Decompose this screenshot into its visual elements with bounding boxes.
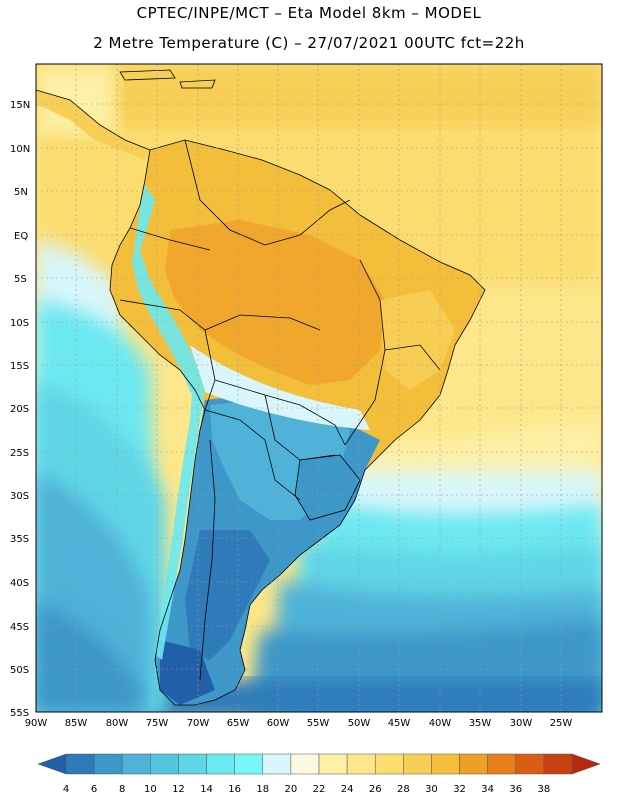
lon-label: 60W — [267, 718, 290, 729]
legend-arrow-low — [37, 753, 67, 775]
legend-tick-label: 32 — [453, 784, 466, 795]
lon-label: 50W — [348, 718, 371, 729]
legend-tick-label: 4 — [63, 784, 69, 795]
legend-tick-label: 30 — [425, 784, 438, 795]
legend-swatch — [374, 753, 404, 775]
legend-tick-label: 12 — [172, 784, 185, 795]
lat-label: 30S — [10, 491, 29, 502]
legend-swatch — [346, 753, 376, 775]
legend-swatch — [459, 753, 488, 775]
legend-swatch — [318, 753, 348, 775]
legend-tick-label: 22 — [313, 784, 326, 795]
title-line-1: CPTEC/INPE/MCT – Eta Model 8km – MODEL — [136, 4, 482, 22]
legend-tick-label: 14 — [200, 784, 213, 795]
lon-label: 85W — [65, 718, 88, 729]
title-line-2: 2 Metre Temperature (C) – 27/07/2021 00U… — [93, 34, 525, 52]
legend-swatch — [515, 753, 545, 775]
legend-swatch — [234, 753, 264, 775]
legend-swatch — [487, 753, 517, 775]
legend-swatch — [290, 753, 320, 775]
lon-label: 70W — [187, 718, 210, 729]
lat-label: 45S — [10, 622, 29, 633]
country-borders — [36, 69, 486, 706]
lat-label: 15S — [10, 361, 29, 372]
legend-swatch — [121, 753, 151, 775]
color-legend: 4 6 8 10 12 14 16 18 20 22 24 26 28 30 32 34 36 38 — [37, 753, 601, 795]
legend-swatch — [93, 753, 123, 775]
lat-label: 15N — [10, 100, 30, 111]
legend-tick-label: 24 — [341, 784, 354, 795]
lon-label: 75W — [146, 718, 169, 729]
lat-label: 20S — [10, 404, 29, 415]
longitude-labels: 90W 85W 80W 75W 70W 65W 60W 55W 50W 45W … — [25, 718, 573, 729]
lon-label: 45W — [388, 718, 411, 729]
legend-tick-label: 6 — [91, 784, 97, 795]
legend-tick-label: 8 — [119, 784, 125, 795]
legend-tick-label: 16 — [228, 784, 241, 795]
legend-swatch — [65, 753, 95, 775]
legend-swatch — [403, 753, 432, 775]
south-america-landmass — [36, 70, 485, 705]
lon-label: 40W — [429, 718, 452, 729]
lat-label: EQ — [14, 231, 28, 242]
lon-label: 30W — [510, 718, 533, 729]
legend-swatch — [150, 753, 179, 775]
legend-arrow-high — [571, 753, 601, 775]
lat-label: 25S — [10, 448, 29, 459]
legend-tick-label: 10 — [144, 784, 157, 795]
legend-tick-label: 20 — [285, 784, 298, 795]
lat-label: 40S — [10, 578, 29, 589]
lon-label: 35W — [469, 718, 492, 729]
legend-swatch — [262, 753, 292, 775]
lon-label: 80W — [106, 718, 129, 729]
lat-label: 5S — [14, 274, 27, 285]
legend-tick-label: 34 — [481, 784, 494, 795]
lon-label: 65W — [227, 718, 250, 729]
legend-swatch — [206, 753, 235, 775]
lat-label: 10N — [10, 144, 30, 155]
latitude-labels: 15N 10N 5N EQ 5S 10S 15S 20S 25S 30S 35S… — [10, 100, 30, 719]
legend-swatch — [178, 753, 207, 775]
lon-label: 25W — [550, 718, 573, 729]
lon-label: 90W — [25, 718, 48, 729]
lat-label: 10S — [10, 318, 29, 329]
legend-tick-label: 28 — [397, 784, 410, 795]
lat-label: 5N — [14, 187, 28, 198]
legend-swatch — [431, 753, 460, 775]
legend-tick-label: 18 — [256, 784, 269, 795]
legend-tick-label: 26 — [369, 784, 382, 795]
legend-tick-label: 38 — [538, 784, 551, 795]
map-frame — [35, 63, 603, 713]
lat-label: 35S — [10, 534, 29, 545]
lat-label: 50S — [10, 665, 29, 676]
lon-label: 55W — [307, 718, 330, 729]
lat-label: 55S — [10, 708, 29, 719]
graticule — [36, 64, 602, 712]
legend-tick-label: 36 — [509, 784, 522, 795]
legend-swatch — [543, 753, 573, 775]
